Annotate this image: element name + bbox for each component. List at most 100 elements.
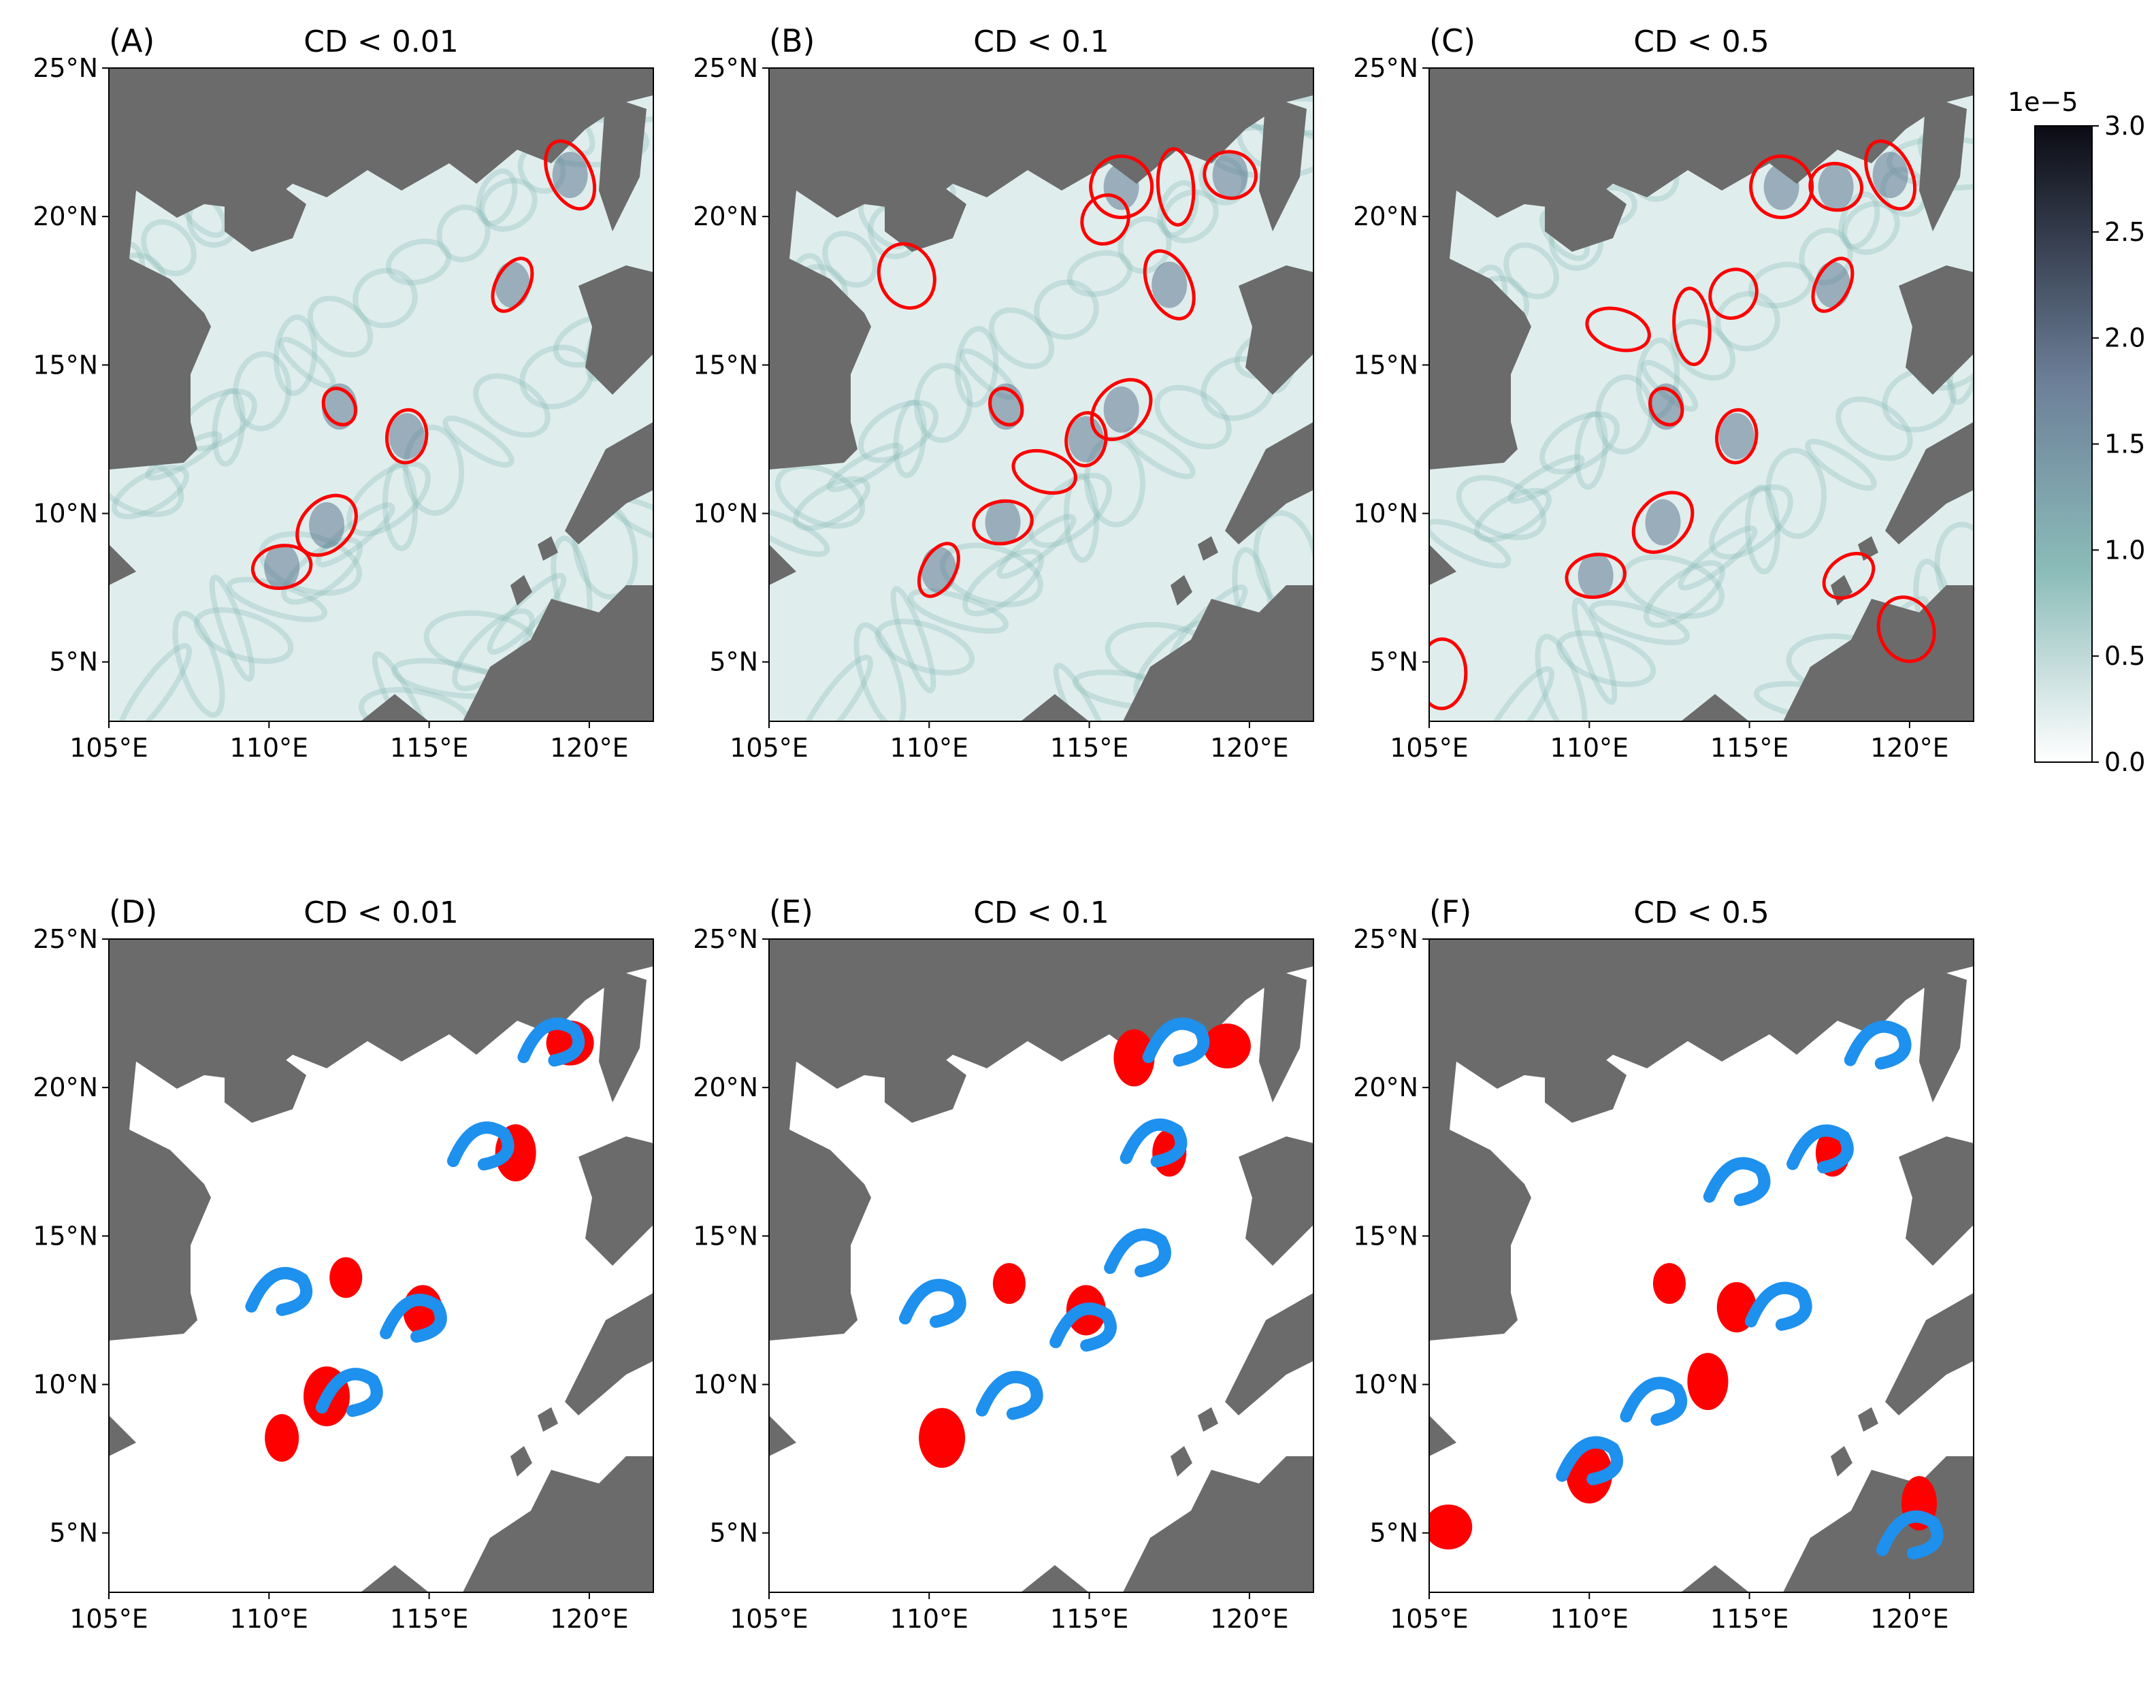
particles-final <box>1744 1281 1812 1331</box>
eddy-contour <box>1864 139 1917 211</box>
lon-tick-label: 120°E <box>1870 1604 1949 1634</box>
lon-tick-label: 105°E <box>730 733 808 763</box>
lon-tick-label: 105°E <box>69 1604 148 1634</box>
eddy-core <box>1212 152 1248 199</box>
lat-tick-label: 25°N <box>693 924 758 954</box>
panel-frame <box>768 67 1314 722</box>
lat-tick-label: 15°N <box>33 1221 98 1251</box>
lat-tick-label: 20°N <box>33 1072 98 1102</box>
eddy-contour <box>917 542 960 598</box>
lon-tick-label: 120°E <box>550 733 629 763</box>
panel-title: CD < 0.1 <box>973 24 1109 59</box>
particles-initial <box>1687 1353 1729 1411</box>
eddy-core <box>1818 163 1854 210</box>
eddy-core <box>921 546 957 593</box>
particles-final <box>1844 1020 1912 1070</box>
lat-tick-label: 5°N <box>709 647 758 677</box>
lon-tick-label: 120°E <box>1210 1604 1289 1634</box>
eddy-core <box>1718 413 1754 460</box>
eddy-core <box>1068 416 1104 463</box>
eddy-contour <box>1749 154 1814 220</box>
eddy-contour <box>1089 154 1154 220</box>
eddy-contour <box>1715 408 1759 465</box>
colorbar-tick-label: 0.5 <box>2104 641 2145 671</box>
lat-tick-label: 10°N <box>33 499 98 529</box>
colorbar: 3.0 2.5 2.0 1.5 1.0 0.5 0.0 1e−5 <box>2008 87 2145 777</box>
eddy-core <box>1814 261 1850 308</box>
panel-frame <box>108 938 654 1593</box>
colorbar-tick-label: 0.0 <box>2104 747 2145 777</box>
eddy-contour <box>321 387 357 427</box>
panel-frame <box>768 938 1314 1593</box>
panel-title: CD < 0.1 <box>973 896 1109 930</box>
eddy-contour <box>1429 637 1468 710</box>
eddy-contour <box>988 387 1024 427</box>
eddy-core <box>389 413 425 460</box>
particles-final <box>517 1017 585 1067</box>
panel-title: CD < 0.01 <box>304 24 458 59</box>
lat-tick-label: 25°N <box>1353 53 1418 83</box>
panel-c: 25°N 20°N 15°N 10°N 5°N 105°E 110°E 115°E 120°E (… <box>1353 22 1974 763</box>
lon-tick-label: 110°E <box>890 733 969 763</box>
eddy-contour <box>972 499 1034 546</box>
eddy-contour <box>1203 150 1258 200</box>
lat-tick-label: 15°N <box>1353 1221 1418 1251</box>
lat-tick-label: 10°N <box>693 499 758 529</box>
lon-tick-label: 120°E <box>550 1604 629 1634</box>
eddy-contour <box>1011 449 1077 495</box>
lon-tick-label: 115°E <box>1050 1604 1129 1634</box>
particles-final <box>1620 1377 1687 1426</box>
lat-tick-label: 20°N <box>693 1072 758 1102</box>
eddy-core <box>264 544 300 591</box>
particles-final <box>1049 1302 1117 1352</box>
eddy-contour <box>1876 595 1936 663</box>
lat-tick-label: 25°N <box>693 53 758 83</box>
lat-tick-label: 15°N <box>1353 350 1418 380</box>
lon-tick-label: 115°E <box>390 1604 469 1634</box>
colorbar-scale <box>2034 125 2093 763</box>
panel-letter: (E) <box>769 893 813 930</box>
lon-tick-label: 110°E <box>890 1604 969 1634</box>
eddy-contour <box>1064 411 1108 467</box>
lon-tick-label: 110°E <box>230 1604 309 1634</box>
lat-tick-label: 10°N <box>1353 499 1418 529</box>
lat-tick-label: 5°N <box>1369 647 1418 677</box>
colorbar-exponent: 1e−5 <box>2008 87 2078 117</box>
panel-letter: (F) <box>1429 893 1471 930</box>
eddy-core <box>552 152 588 199</box>
particles-initial <box>329 1257 363 1298</box>
lat-tick-label: 15°N <box>693 350 758 380</box>
eddy-contour <box>1822 552 1876 600</box>
particles-final <box>446 1121 514 1171</box>
eddy-contour <box>1090 378 1153 442</box>
lat-tick-label: 25°N <box>33 53 98 83</box>
colorbar-tick-label: 1.5 <box>2104 429 2145 459</box>
lat-tick-label: 10°N <box>1353 1370 1418 1400</box>
lat-tick-label: 5°N <box>49 1518 98 1548</box>
colorbar-tick-label: 3.0 <box>2104 111 2145 141</box>
particles-final <box>380 1294 447 1343</box>
particles-initial <box>1113 1029 1155 1087</box>
particles-initial <box>1203 1023 1251 1069</box>
particles-final <box>1142 1017 1210 1067</box>
particles-final <box>1703 1157 1771 1206</box>
eddy-contour <box>1080 193 1130 246</box>
eddy-core <box>1578 553 1614 600</box>
lat-tick-label: 20°N <box>1353 201 1418 231</box>
particles-final <box>1786 1124 1854 1174</box>
eddy-core <box>1872 152 1908 199</box>
panel-b: 25°N 20°N 15°N 10°N 5°N 105°E 110°E 115°E 120°E (… <box>693 22 1314 763</box>
lat-tick-label: 15°N <box>33 350 98 380</box>
panel-title: CD < 0.5 <box>1633 896 1769 930</box>
lon-tick-label: 115°E <box>1710 733 1789 763</box>
particles-final <box>1556 1436 1623 1485</box>
eddy-core <box>309 502 344 548</box>
panel-f: 25°N 20°N 15°N 10°N 5°N 105°E 110°E 115°E 120°E (… <box>1353 893 1974 1634</box>
eddy-core <box>494 261 530 308</box>
particles-final <box>245 1266 312 1316</box>
panel-title: CD < 0.5 <box>1633 24 1769 59</box>
eddy-contour <box>1648 387 1684 427</box>
eddy-contour <box>1708 267 1759 320</box>
particles-initial <box>265 1414 299 1462</box>
lat-tick-label: 10°N <box>33 1370 98 1400</box>
